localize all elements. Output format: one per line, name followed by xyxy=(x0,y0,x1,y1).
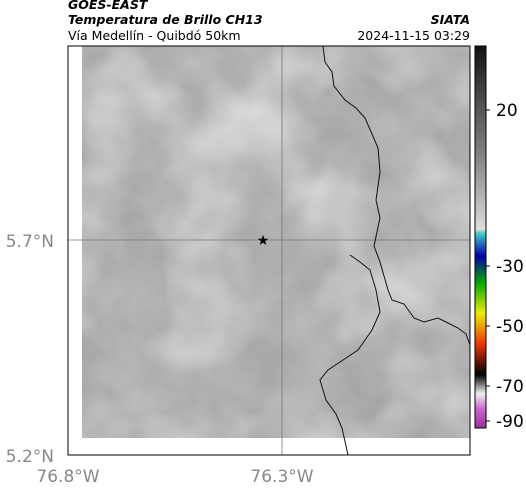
boundary xyxy=(319,254,381,456)
lat-label: 5.7°N xyxy=(6,232,54,252)
boundary xyxy=(322,45,471,346)
city-marker: ★ xyxy=(257,233,270,249)
timestamp: 2024-11-15 03:29 xyxy=(357,28,470,43)
colorbar-label: -90 xyxy=(496,412,524,432)
title: Temperatura de Brillo CH13 xyxy=(68,12,263,27)
lon-label: 76.3°W xyxy=(250,467,313,487)
colorbar-label: 20 xyxy=(496,101,518,121)
colorbar-label: -30 xyxy=(496,257,524,277)
colorbar-label: -70 xyxy=(496,377,524,397)
org: SIATA xyxy=(431,12,470,27)
colorbar xyxy=(474,45,487,429)
lon-label: 76.8°W xyxy=(36,467,99,487)
colorbar-ticks xyxy=(486,109,490,422)
satellite-image xyxy=(82,46,470,438)
map-frame xyxy=(67,45,471,456)
source: GOES-EAST xyxy=(68,0,149,12)
colorbar-label: -50 xyxy=(496,317,524,337)
subtitle: Vía Medellín - Quibdó 50km xyxy=(68,28,241,43)
lat-label: 5.2°N xyxy=(6,447,54,467)
